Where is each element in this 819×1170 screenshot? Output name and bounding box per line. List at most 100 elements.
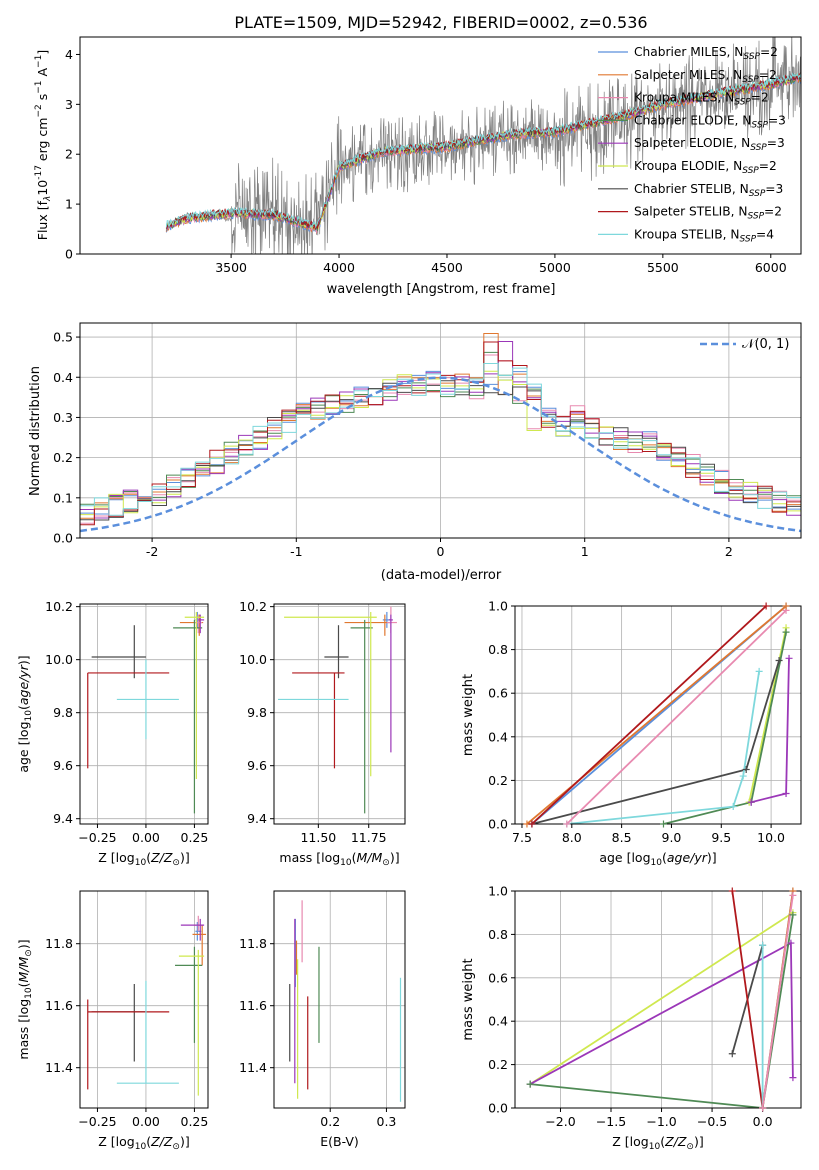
x-tick-label: −1.0 (646, 1114, 676, 1129)
weight-marker (747, 798, 755, 806)
weight-marker (759, 941, 767, 949)
weight-marker (789, 1074, 797, 1082)
y-tick-label: 0.2 (488, 773, 508, 788)
axes-frame (514, 890, 802, 1109)
weight-marker (759, 1104, 767, 1112)
x-tick-label: 0.25 (181, 830, 209, 845)
normal-curve (80, 376, 801, 533)
x-tick-label: 6000 (755, 260, 787, 275)
weight-marker (775, 657, 783, 664)
axes-frame (79, 890, 209, 1109)
y-tick-label: 9.6 (247, 758, 267, 773)
weight-marker (755, 667, 763, 675)
plot-area (87, 915, 207, 1096)
x-tick-label: 4500 (431, 260, 463, 275)
x-axis-label: (data-model)/error (381, 568, 502, 583)
age_vs_Z-axes: −0.25 0.00 0.25 9.4 9.6 9.8 10.0 10.2 Z [log10(Z… (16, 599, 209, 868)
x-tick-label: 3500 (215, 260, 247, 275)
x-tick-label: 0.3 (377, 1114, 397, 1129)
x-tick-label: 0 (437, 544, 445, 559)
plot-area (289, 900, 402, 1102)
x-axis-label: age [log10(age/yr)] (599, 850, 716, 868)
y-tick-label: 9.8 (247, 705, 267, 720)
spectrum-data-line (165, 37, 801, 254)
x-axis-label: mass [log10(M/M⊙)] (279, 850, 399, 868)
grid-lines (80, 323, 801, 539)
axes-frame (79, 36, 802, 255)
legend-entry: Kroupa STELIB, NSSP=4 (634, 227, 774, 244)
x-axis-label: Z [log10(Z/Z⊙)] (98, 1134, 189, 1152)
y-tick-label: 0 (65, 247, 73, 262)
y-tick-label: 1.0 (488, 884, 508, 899)
plot-area (529, 891, 794, 1108)
histogram-step (80, 363, 801, 516)
x-tick-label: 7.5 (512, 830, 532, 845)
figure-title: PLATE=1509, MJD=52942, FIBERID=0002, z=0… (234, 13, 647, 32)
charts-layer: 3500 4000 4500 5000 5500 6000 0 1 2 3 4 Chabrier MI… (16, 36, 802, 1152)
legend-entry: Kroupa MILES, NSSP=2 (634, 91, 769, 108)
x-axis-label: Z [log10(Z/Z⊙)] (98, 850, 189, 868)
mass_vs_Z-axes: −0.25 0.00 0.25 11.4 11.6 11.8 Z [log10(Z/Z⊙)]… (16, 890, 209, 1152)
legend-entry: Salpeter ELODIE, NSSP=3 (634, 136, 785, 153)
y-tick-label: 11.8 (239, 936, 267, 951)
grid-lines (80, 891, 208, 1108)
weight-line (566, 609, 787, 824)
y-tick-label: 11.8 (45, 936, 73, 951)
y-tick-label: 2 (65, 147, 73, 162)
residuals-axes: -2 -1 0 1 2 0.0 0.1 0.2 0.3 0.4 0.5 𝒩(0, 1) (data-mo… (28, 322, 802, 583)
weight-line (731, 891, 764, 1108)
weight-marker (787, 939, 795, 947)
x-axis-label: Z [log10(Z/Z⊙)] (612, 1134, 703, 1152)
weight-marker (526, 1080, 534, 1088)
y-tick-label: 0.2 (488, 1057, 508, 1072)
weight-marker (728, 1050, 736, 1058)
y-tick-label: 0.4 (488, 729, 508, 744)
y-tick-label: 10.2 (45, 599, 73, 614)
legend-entry: Chabrier ELODIE, NSSP=3 (634, 113, 786, 130)
x-tick-label: −0.25 (78, 1114, 116, 1129)
weight-line (566, 671, 760, 824)
grid-lines (274, 891, 405, 1108)
x-tick-label: 11.75 (351, 830, 387, 845)
y-axis-label: mass weight (461, 674, 476, 756)
x-tick-label: −0.25 (78, 830, 116, 845)
y-tick-label: 3 (65, 97, 73, 112)
x-tick-label: 0.25 (181, 1114, 209, 1129)
plot-area (526, 606, 790, 824)
weight_vs_Z-axes: −2.0 −1.5 −1.0 −0.5 0.0 0.0 0.2 0.4 0.6 0.8 1.0 Z [… (461, 884, 802, 1152)
histogram-step (80, 333, 801, 521)
weight-marker (659, 820, 667, 828)
plot-area (278, 606, 397, 814)
y-tick-label: 10.2 (239, 599, 267, 614)
x-tick-label: 2 (725, 544, 733, 559)
weight-marker (782, 602, 790, 610)
spectrum-model-line (165, 72, 801, 229)
mass_vs_ebv-axes: 0.2 0.3 11.4 11.6 11.8 E(B-V) (239, 890, 406, 1149)
y-axis-label: mass weight (461, 958, 476, 1040)
legend-entry: Salpeter MILES, NSSP=2 (634, 68, 777, 85)
axes-frame (79, 603, 209, 825)
weight-marker (728, 887, 736, 895)
weight-marker (729, 803, 737, 811)
x-tick-label: −2.0 (545, 1114, 575, 1129)
weight-marker (789, 911, 797, 919)
y-tick-label: 0.0 (488, 1101, 508, 1116)
y-tick-label: 0.5 (53, 330, 73, 345)
y-tick-label: 9.6 (53, 758, 73, 773)
weight-line (531, 660, 780, 824)
axes-frame (273, 890, 406, 1109)
x-tick-label: −1.5 (596, 1114, 626, 1129)
spectrum-axes: 3500 4000 4500 5000 5500 6000 0 1 2 3 4 Chabrier MI… (34, 36, 802, 297)
x-tick-label: 11.50 (300, 830, 336, 845)
legend-entry: Chabrier MILES, NSSP=2 (634, 45, 778, 62)
legend-entry: Salpeter STELIB, NSSP=2 (634, 205, 782, 222)
x-tick-label: 0.00 (132, 1114, 160, 1129)
y-tick-label: 4 (65, 47, 73, 62)
y-axis-label: age [log10(age/yr)] (16, 655, 34, 772)
y-tick-label: 0.3 (53, 410, 73, 425)
x-tick-label: 8.5 (612, 830, 632, 845)
plot-area (87, 611, 205, 814)
x-tick-label: −0.5 (697, 1114, 727, 1129)
y-tick-label: 9.8 (53, 705, 73, 720)
